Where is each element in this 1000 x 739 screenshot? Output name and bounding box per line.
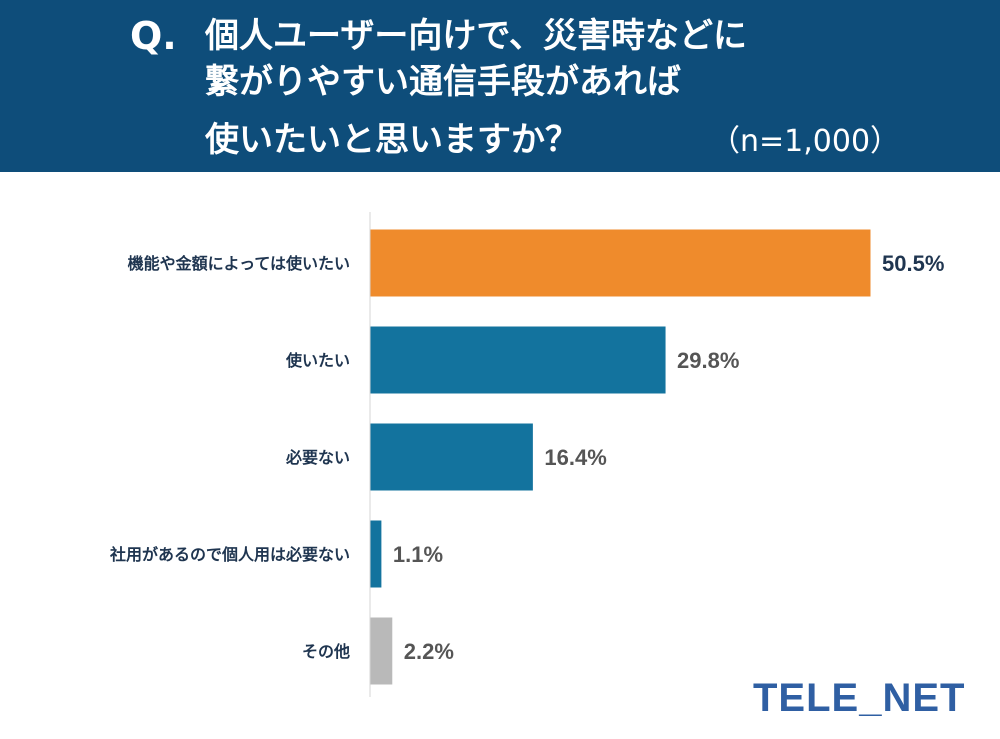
- value-label: 29.8%: [677, 348, 739, 373]
- value-label: 1.1%: [393, 542, 443, 567]
- category-label: 使いたい: [285, 351, 350, 370]
- category-label: 必要ない: [285, 448, 350, 467]
- value-label: 2.2%: [404, 639, 454, 664]
- question-line-2: 繋がりやすい通信手段があれば: [205, 62, 681, 102]
- bar: [370, 229, 871, 297]
- category-label: 社用があるので個人用は必要ない: [109, 545, 350, 564]
- question-mark-label: Q.: [130, 14, 177, 58]
- question-line-3: 使いたいと思いますか？: [205, 120, 579, 160]
- sample-size: （n=1,000）: [710, 124, 901, 159]
- question-line-1: 個人ユーザー向けで、災害時などに: [205, 16, 747, 56]
- category-label: 機能や金額によっては使いたい: [128, 254, 350, 273]
- telenet-logo: TELE_NET: [753, 676, 966, 720]
- value-label: 16.4%: [544, 445, 606, 470]
- bar: [370, 617, 393, 685]
- value-label: 50.5%: [882, 251, 944, 276]
- category-label: その他: [302, 642, 350, 661]
- bar: [370, 520, 382, 588]
- question-header: Q. 個人ユーザー向けで、災害時などに 繋がりやすい通信手段があれば 使いたいと…: [0, 0, 1000, 172]
- bar: [370, 423, 533, 491]
- bar-chart: 機能や金額によっては使いたい 50.5% 使いたい 29.8% 必要ない 16.4% 社用が…: [109, 212, 944, 697]
- bar: [370, 326, 666, 394]
